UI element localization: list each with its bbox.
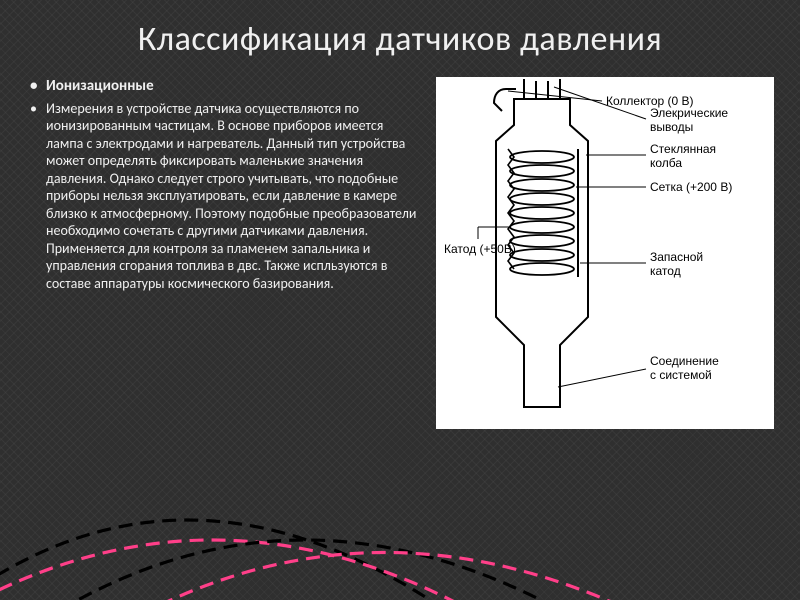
label-conn-1: Соединение xyxy=(650,354,719,368)
content-area: Ионизационные Измерения в устройстве дат… xyxy=(28,77,772,429)
label-spare-2: катод xyxy=(650,264,681,278)
text-column: Ионизационные Измерения в устройстве дат… xyxy=(28,77,418,429)
sensor-diagram: Коллектор (0 В) Элекрические выводы Стек… xyxy=(436,77,774,429)
label-conn-2: с системой xyxy=(650,368,712,382)
label-spare-1: Запасной xyxy=(650,250,703,264)
slide: Классификация датчиков давления Ионизаци… xyxy=(0,0,800,600)
label-bulb-1: Стеклянная xyxy=(650,142,716,156)
subheading: Ионизационные xyxy=(28,77,418,96)
slide-title: Классификация датчиков давления xyxy=(28,20,772,59)
body-text: Измерения в устройстве датчика осуществл… xyxy=(28,100,418,293)
label-leads-2: выводы xyxy=(650,120,693,134)
bullet-list: Ионизационные Измерения в устройстве дат… xyxy=(28,77,418,292)
diagram-column: Коллектор (0 В) Элекрические выводы Стек… xyxy=(436,77,774,429)
label-leads-1: Элекрические xyxy=(650,106,728,120)
label-cathode: Катод (+50В) xyxy=(444,242,516,256)
label-grid: Сетка (+200 В) xyxy=(650,180,732,194)
label-bulb-2: колба xyxy=(650,156,682,170)
